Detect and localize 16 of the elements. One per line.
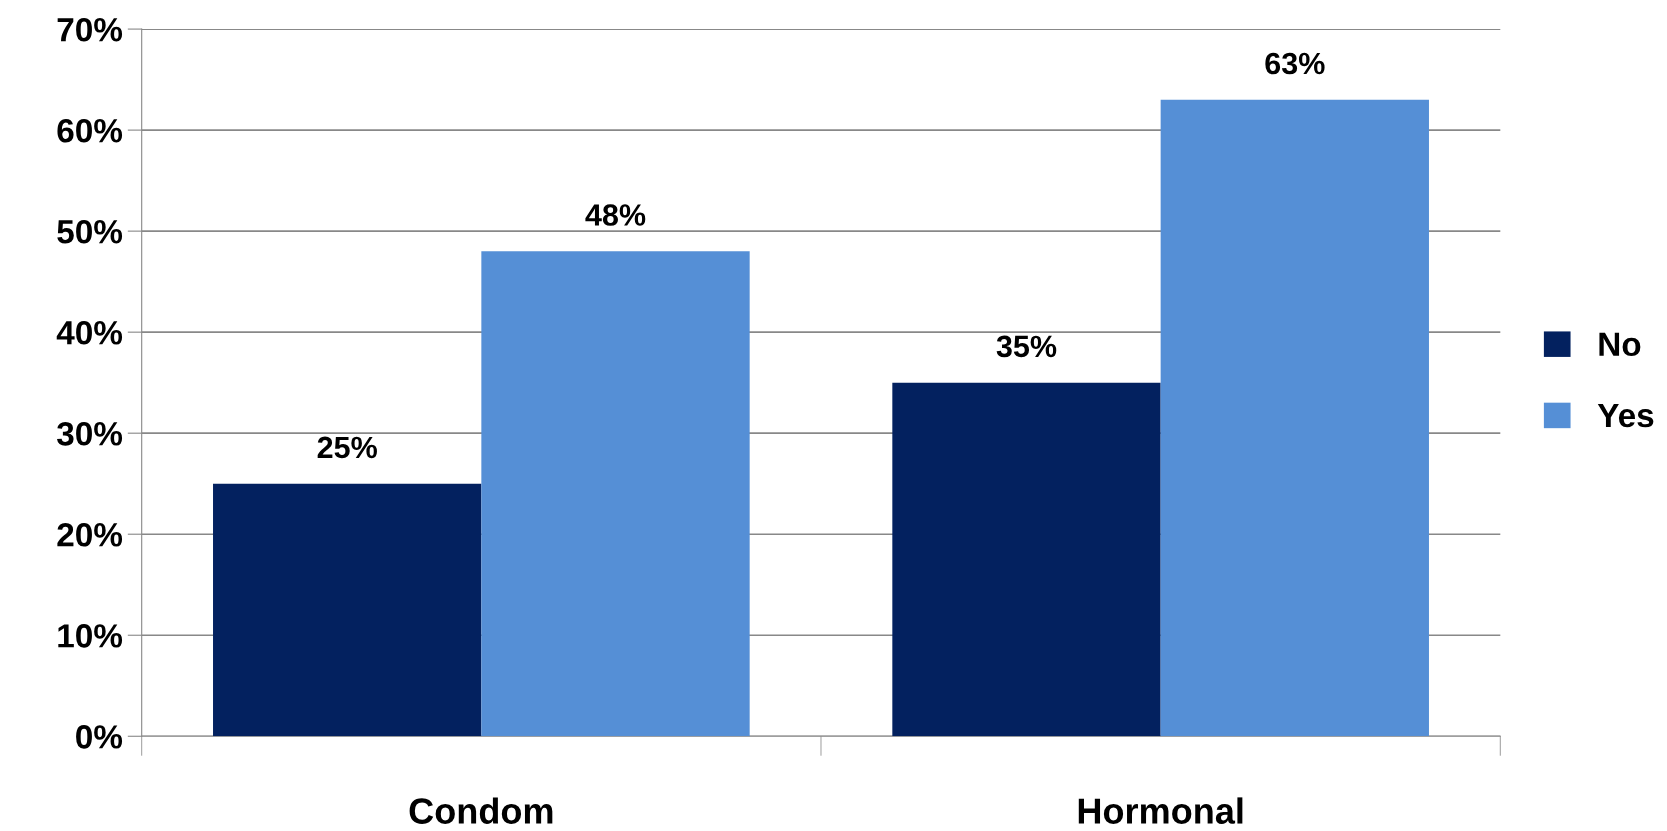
y-tick-label: 30%	[57, 421, 123, 446]
y-tick-label: 0%	[76, 725, 123, 749]
y-tick-label: 50%	[57, 219, 123, 244]
y-tick-label: 70%	[57, 17, 123, 42]
data-label: 25%	[317, 436, 377, 459]
y-tick-label: 40%	[56, 320, 123, 345]
y-tick-label: 60%	[57, 118, 123, 143]
data-label: 35%	[996, 335, 1057, 358]
y-tick-label: 20%	[57, 523, 123, 547]
legend-label: Yes	[1597, 404, 1654, 428]
y-tick-label: 10%	[58, 624, 123, 648]
x-tick-label: Hormonal	[1078, 797, 1243, 824]
x-tick-label: Condom	[409, 797, 553, 824]
legend-label: No	[1599, 332, 1641, 357]
data-label: 63%	[1265, 52, 1325, 75]
data-label: 48%	[585, 204, 646, 226]
